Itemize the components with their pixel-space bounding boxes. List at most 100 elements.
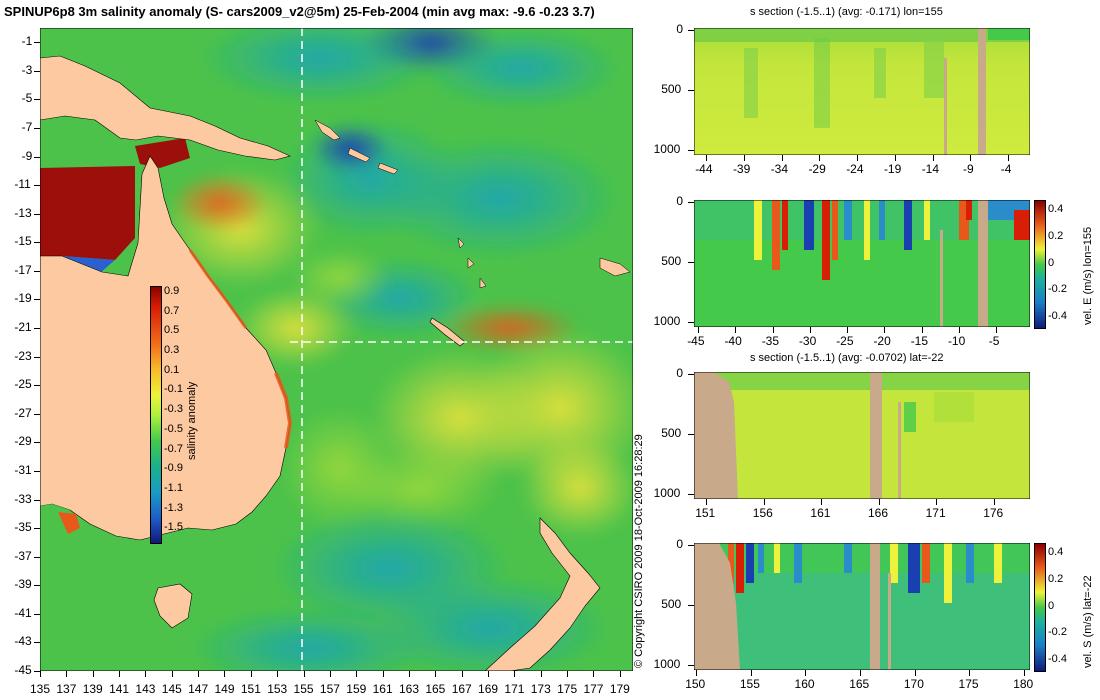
map-y-tick-mark <box>34 42 40 44</box>
panel-y-tick-label: 1000 <box>653 314 681 328</box>
panel-y-tick-mark <box>688 374 694 375</box>
map-x-tick-mark <box>92 671 94 677</box>
panel-x-tick-mark <box>969 670 971 676</box>
map-y-tick-mark <box>34 213 40 215</box>
main-title: SPINUP6p8 3m salinity anomaly (S- cars20… <box>4 4 595 19</box>
map-y-tick-mark <box>34 356 40 358</box>
panel-x-tick-label: -45 <box>687 334 705 348</box>
map-y-tick-label: -37 <box>14 548 32 563</box>
panel4-jets <box>728 543 1002 603</box>
map-x-tick-mark <box>145 671 147 677</box>
map-y-tick-label: -31 <box>14 462 32 477</box>
map-y-tick-label: -25 <box>14 377 32 392</box>
panel-y-tick-mark <box>688 202 694 203</box>
panel-y-tick-mark <box>688 30 694 31</box>
panel-x-tick-label: -15 <box>910 334 929 348</box>
map-y-tick-label: -3 <box>21 62 33 77</box>
map-y-tick-label: -19 <box>14 291 32 306</box>
panel-colorbar-tick-label: -0.2 <box>1048 283 1067 296</box>
map-y-tick-label: -35 <box>14 520 32 535</box>
map-colorbar-tick-label: 0.5 <box>164 324 180 337</box>
panel2-velocity-east-lon155 <box>694 200 1030 327</box>
panel-x-tick-label: 161 <box>810 506 831 520</box>
map-x-tick-label: 157 <box>319 682 340 696</box>
map-x-tick-label: 169 <box>478 682 499 696</box>
panel-y-tick-label: 0 <box>676 22 684 36</box>
map-x-tick-label: 143 <box>135 682 156 696</box>
panel-x-tick-mark <box>698 327 699 333</box>
map-x-tick-mark <box>461 671 463 677</box>
map-colorbar-tick-label: -0.7 <box>164 442 183 455</box>
fiji-islands <box>599 257 631 277</box>
map-y-tick-label: -43 <box>14 634 32 649</box>
panel4-velocity-south-lat-22 <box>694 543 1030 670</box>
solomon-islands <box>314 119 399 175</box>
panel-y-tick-mark <box>688 150 694 151</box>
panel-x-tick-mark <box>743 155 745 161</box>
map-y-tick-label: -41 <box>14 605 32 620</box>
map-y-tick-label: -45 <box>14 663 32 677</box>
map-y-tick-mark <box>34 128 40 130</box>
panel-x-tick-mark <box>821 499 823 505</box>
map-y-tick-label: -9 <box>21 148 33 163</box>
panel-x-tick-mark <box>781 155 783 161</box>
map-y-tick-mark <box>34 242 40 244</box>
panel3-salinity-section-lat-22 <box>694 372 1030 499</box>
panel-x-tick-label: -20 <box>873 334 891 348</box>
map-x-tick-label: 137 <box>56 682 77 696</box>
map-x-tick-label: 177 <box>583 682 604 696</box>
map-x-tick-mark <box>514 671 516 677</box>
map-x-tick-label: 159 <box>346 682 367 696</box>
panel-y-tick-mark <box>688 322 694 323</box>
map-y-tick-mark <box>34 156 40 158</box>
panel-x-tick-label: -10 <box>947 334 966 348</box>
panel-y-tick-mark <box>688 605 694 606</box>
map-colorbar-tick-label: 0.1 <box>164 363 180 376</box>
panel-colorbar-tick-label: 0.2 <box>1048 572 1064 585</box>
map-x-tick-mark <box>619 671 621 677</box>
panel-colorbar-tick-label: -0.4 <box>1048 310 1067 322</box>
map-x-tick-mark <box>382 671 384 677</box>
map-colorbar-tick-label: -0.1 <box>164 383 183 396</box>
panel-y-tick-label: 500 <box>661 254 682 268</box>
map-colorbar-tick-label: 0.3 <box>164 344 180 357</box>
panel-x-tick-mark <box>750 670 752 676</box>
panel-x-tick-mark <box>763 499 765 505</box>
panel-x-tick-mark <box>878 499 880 505</box>
panel-x-tick-label: -35 <box>761 334 780 348</box>
panel-x-tick-mark <box>1024 670 1025 676</box>
panel-y-tick-mark <box>688 262 694 263</box>
panel-x-tick-mark <box>970 155 972 161</box>
map-x-tick-label: 151 <box>240 682 261 696</box>
panel1-salinity-section-lon155 <box>694 28 1030 155</box>
map-x-tick-mark <box>66 671 68 677</box>
panel-x-tick-mark <box>860 670 861 676</box>
map-y-tick-mark <box>34 385 40 387</box>
tasmania-land <box>153 583 193 629</box>
panel-x-tick-label: 156 <box>752 506 773 520</box>
map-colorbar-tick-label: -0.5 <box>164 422 183 435</box>
panel-x-tick-mark <box>772 327 774 333</box>
map-x-tick-mark <box>277 671 279 677</box>
map-x-tick-label: 155 <box>293 682 314 696</box>
map-x-tick-mark <box>408 671 410 677</box>
map-y-tick-mark <box>34 499 40 501</box>
panel3-title: s section (-1.5..1) (avg: -0.0702) lat=-… <box>750 352 944 364</box>
map-x-tick-mark <box>171 671 173 677</box>
map-x-tick-label: 165 <box>425 682 446 696</box>
map-y-tick-label: -13 <box>14 205 32 220</box>
map-x-tick-label: 161 <box>372 682 393 696</box>
panel-x-tick-label: -25 <box>836 334 854 348</box>
map-y-tick-label: -29 <box>14 434 32 449</box>
map-y-tick-label: -17 <box>14 262 32 277</box>
panel-y-tick-label: 1000 <box>653 142 681 156</box>
map-y-tick-mark <box>34 185 40 187</box>
panel-x-tick-mark <box>819 155 821 161</box>
map-colorbar-tick-label: 0.7 <box>164 304 180 317</box>
map-x-tick-mark <box>250 671 252 677</box>
panel-x-tick-label: 171 <box>925 506 946 520</box>
map-y-tick-mark <box>34 99 40 101</box>
panel-x-tick-label: -44 <box>695 162 713 176</box>
panel-x-tick-mark <box>996 327 997 333</box>
map-x-tick-mark <box>356 671 358 677</box>
